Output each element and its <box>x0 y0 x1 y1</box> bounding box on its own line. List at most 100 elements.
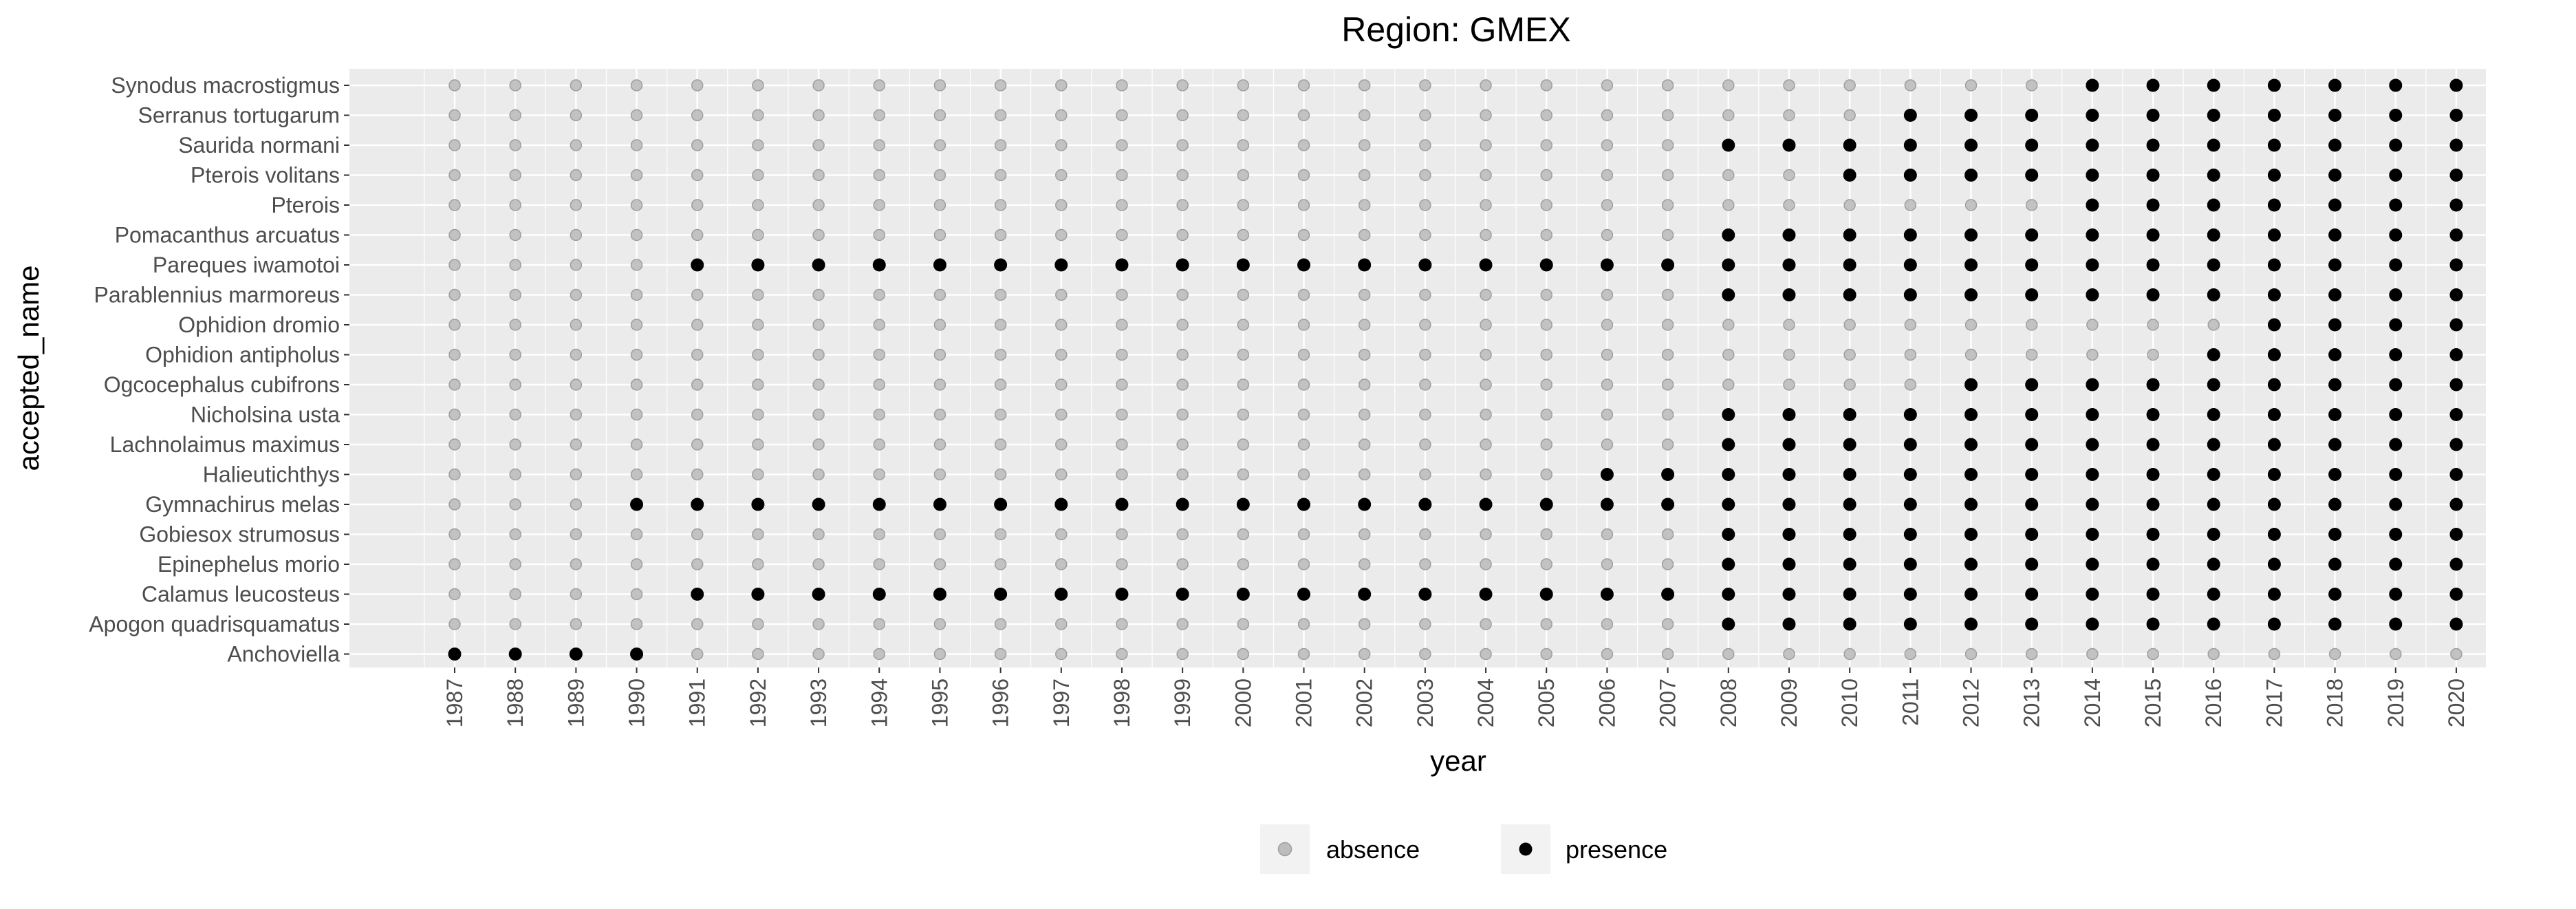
absence-point <box>1419 228 1431 242</box>
presence-point <box>2449 109 2463 122</box>
absence-point <box>570 378 583 391</box>
absence-point <box>570 228 583 242</box>
presence-point <box>2328 78 2342 92</box>
absence-point <box>509 288 521 301</box>
presence-point <box>1903 169 1917 182</box>
x-tick-label: 1993 <box>806 678 831 727</box>
absence-point <box>1601 408 1614 421</box>
presence-point <box>1297 588 1311 601</box>
y-tick-label: Parablennius marmoreus <box>94 283 340 308</box>
absence-point <box>1661 139 1674 151</box>
absence-point <box>1843 79 1856 92</box>
absence-point <box>812 109 825 122</box>
presence-point <box>2449 228 2463 242</box>
presence-point <box>2328 169 2342 182</box>
presence-point <box>1539 498 1553 511</box>
absence-point <box>448 228 461 242</box>
absence-point <box>1661 648 1674 661</box>
absence-point <box>2025 199 2038 211</box>
absence-point <box>873 468 886 481</box>
absence-point <box>812 558 825 570</box>
presence-point <box>2207 588 2220 601</box>
absence-point <box>1297 169 1310 182</box>
absence-point <box>1055 558 1068 570</box>
absence-point <box>933 378 946 391</box>
absence-point <box>630 319 643 331</box>
absence-point <box>1176 378 1189 391</box>
x-tick-label: 2020 <box>2444 678 2469 727</box>
presence-point <box>2328 408 2342 421</box>
absence-point <box>570 618 583 630</box>
absence-point <box>1722 199 1735 211</box>
absence-point <box>994 408 1007 421</box>
absence-point <box>1237 408 1250 421</box>
presence-point <box>1600 468 1614 481</box>
presence-point <box>2267 109 2281 122</box>
absence-point <box>1419 79 1431 92</box>
presence-point <box>1965 498 1978 511</box>
x-tick-label: 2016 <box>2201 678 2226 727</box>
absence-point <box>509 408 521 421</box>
presence-point <box>2207 408 2220 421</box>
absence-point <box>1176 139 1189 151</box>
absence-point <box>1843 109 1856 122</box>
absence-point <box>2025 79 2038 92</box>
absence-point <box>752 468 764 481</box>
absence-point <box>752 199 764 211</box>
absence-point <box>812 408 825 421</box>
absence-point <box>630 468 643 481</box>
absence-point <box>752 228 764 242</box>
x-tick-label: 2006 <box>1594 678 1619 727</box>
absence-point <box>1358 348 1371 361</box>
presence-point <box>1965 588 1978 601</box>
absence-point <box>1176 648 1189 661</box>
presence-point <box>2025 408 2039 421</box>
absence-point <box>448 259 461 271</box>
presence-point <box>1054 498 1068 511</box>
presence-point <box>2389 498 2403 511</box>
presence-point <box>2389 588 2403 601</box>
absence-point <box>509 528 521 541</box>
presence-point <box>2146 438 2160 451</box>
presence-point <box>2449 468 2463 481</box>
presence-point <box>2025 228 2039 242</box>
presence-point <box>2389 138 2403 152</box>
presence-point <box>691 498 704 511</box>
presence-point <box>2267 258 2281 272</box>
absence-point <box>1297 618 1310 630</box>
presence-point <box>1843 408 1857 421</box>
absence-point <box>812 378 825 391</box>
absence-point <box>1722 79 1735 92</box>
absence-point <box>1237 618 1250 630</box>
absence-point <box>1661 378 1674 391</box>
presence-point <box>1903 557 1917 571</box>
absence-point <box>1358 408 1371 421</box>
absence-point <box>1601 288 1614 301</box>
absence-point <box>1055 408 1068 421</box>
absence-point <box>448 378 461 391</box>
presence-point <box>2025 138 2039 152</box>
absence-point <box>448 79 461 92</box>
absence-point <box>1358 319 1371 331</box>
absence-point <box>933 319 946 331</box>
absence-point <box>1297 468 1310 481</box>
presence-point <box>2207 138 2220 152</box>
absence-point <box>994 348 1007 361</box>
absence-point <box>448 438 461 451</box>
absence-point <box>873 618 886 630</box>
y-tick-label: Pareques iwamotoi <box>153 253 340 277</box>
presence-point <box>1843 438 1857 451</box>
presence-point <box>2146 468 2160 481</box>
absence-point <box>509 319 521 331</box>
absence-point <box>1601 79 1614 92</box>
absence-point <box>1176 288 1189 301</box>
presence-point <box>508 648 522 661</box>
absence-point <box>1358 169 1371 182</box>
absence-point <box>1116 648 1128 661</box>
presence-point <box>2449 288 2463 301</box>
absence-point <box>691 139 704 151</box>
presence-point <box>994 258 1008 272</box>
presence-point <box>630 498 644 511</box>
absence-point <box>448 408 461 421</box>
presence-point <box>1965 468 1978 481</box>
